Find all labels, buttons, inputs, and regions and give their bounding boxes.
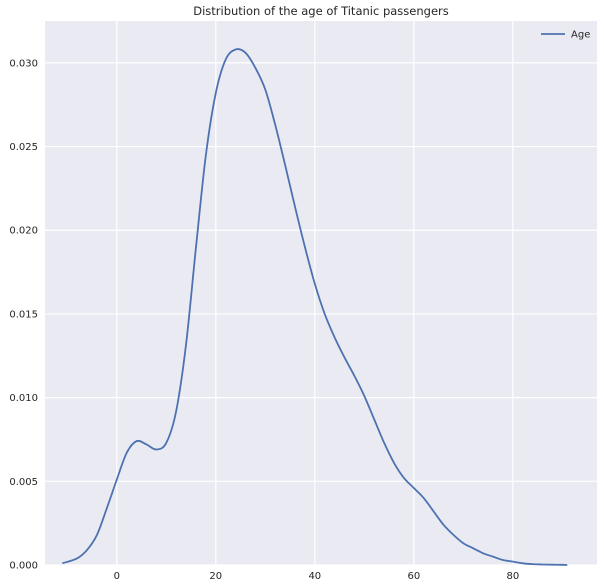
y-tick-label: 0.025 xyxy=(9,142,38,153)
x-axis-ticks: 0 20 40 60 80 xyxy=(114,571,520,582)
x-tick-label: 80 xyxy=(506,571,519,582)
y-tick-label: 0.005 xyxy=(9,477,38,488)
x-tick-label: 0 xyxy=(114,571,120,582)
series-group xyxy=(62,48,568,566)
series-line-age xyxy=(62,48,568,566)
y-tick-label: 0.020 xyxy=(9,226,38,237)
grid-lines xyxy=(45,21,597,566)
y-axis-ticks: 0.000 0.005 0.010 0.015 0.020 0.025 0.030 xyxy=(9,58,38,571)
x-tick-label: 60 xyxy=(407,571,420,582)
legend: Age xyxy=(541,30,590,41)
plot-area xyxy=(45,21,597,565)
y-tick-label: 0.015 xyxy=(9,309,38,320)
x-tick-label: 40 xyxy=(308,571,321,582)
y-tick-label: 0.030 xyxy=(9,58,38,69)
y-tick-label: 0.000 xyxy=(9,561,38,572)
y-tick-label: 0.010 xyxy=(9,393,38,404)
chart-title: Distribution of the age of Titanic passe… xyxy=(193,4,449,18)
legend-label-age: Age xyxy=(571,30,590,41)
x-tick-label: 20 xyxy=(209,571,222,582)
